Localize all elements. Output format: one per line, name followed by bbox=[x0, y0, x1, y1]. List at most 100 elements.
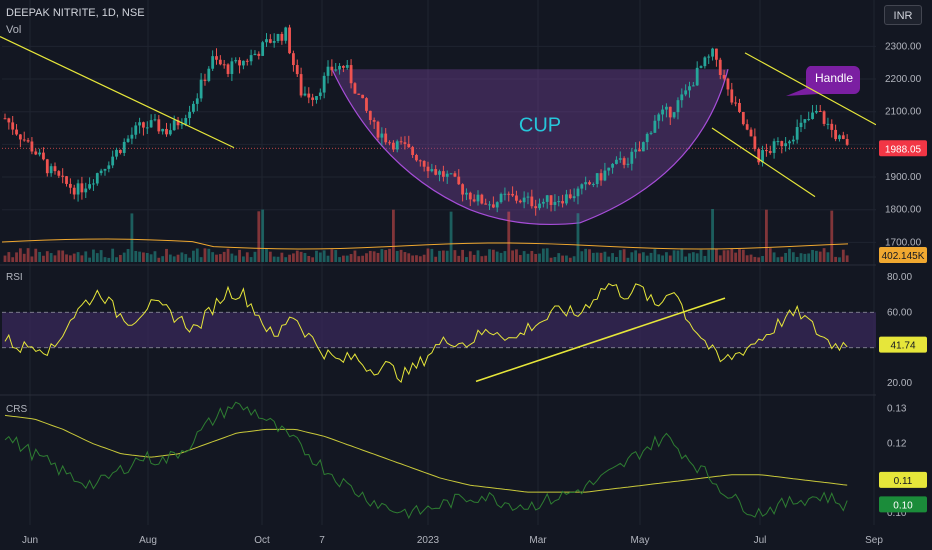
volume-bar bbox=[841, 249, 845, 262]
candle-body bbox=[380, 133, 384, 138]
volume-bar bbox=[741, 249, 745, 262]
volume-bar bbox=[522, 251, 526, 262]
volume-bar bbox=[515, 249, 518, 262]
volume-bar bbox=[122, 252, 126, 262]
volume-bar bbox=[199, 257, 203, 262]
candle-body bbox=[365, 98, 368, 111]
candle-body bbox=[434, 169, 438, 175]
candle-body bbox=[76, 183, 80, 195]
candle-body bbox=[603, 170, 607, 181]
volume-bar bbox=[261, 209, 265, 262]
candle-body bbox=[776, 141, 780, 143]
candle-body bbox=[715, 48, 718, 60]
volume-bar bbox=[68, 255, 72, 262]
candle-body bbox=[103, 168, 107, 171]
volume-bar bbox=[326, 255, 330, 262]
candle-body bbox=[422, 160, 426, 167]
downtrend-line-left bbox=[0, 35, 235, 149]
rsi-tick-label: 80.00 bbox=[887, 272, 912, 283]
volume-bar bbox=[118, 254, 122, 262]
crs-label: CRS bbox=[6, 404, 27, 415]
volume-bar bbox=[726, 250, 730, 262]
volume-bar bbox=[288, 254, 291, 262]
candle-body bbox=[484, 203, 488, 205]
volume-bar bbox=[103, 257, 107, 262]
candle-body bbox=[545, 195, 549, 202]
candle-body bbox=[284, 27, 288, 41]
candle-body bbox=[122, 141, 126, 153]
volume-bar bbox=[161, 256, 165, 262]
volume-bar bbox=[626, 257, 630, 262]
candle-body bbox=[99, 170, 103, 174]
crs-ma-badge-bg bbox=[879, 471, 927, 488]
candle-body bbox=[718, 59, 722, 75]
time-tick-label: Mar bbox=[529, 535, 547, 546]
candle-body bbox=[526, 196, 530, 198]
volume-bar bbox=[699, 249, 703, 262]
rsi-badge-bg bbox=[879, 336, 927, 353]
candle-body bbox=[34, 151, 38, 155]
volume-bar bbox=[518, 255, 522, 262]
candle-body bbox=[588, 182, 591, 185]
volume-bar bbox=[545, 248, 549, 262]
volume-bar bbox=[476, 250, 480, 262]
candle-body bbox=[707, 56, 711, 58]
volume-bar bbox=[403, 252, 407, 262]
volume-bar bbox=[95, 253, 99, 262]
candle-body bbox=[215, 56, 218, 60]
volume-badge-bg bbox=[879, 247, 927, 263]
volume-bar bbox=[280, 252, 284, 262]
volume-bar bbox=[688, 253, 691, 262]
candle-body bbox=[488, 204, 491, 206]
candle-body bbox=[165, 128, 168, 135]
crs-badge-bg bbox=[879, 496, 927, 513]
volume-bar bbox=[595, 252, 599, 262]
volume-bar bbox=[795, 256, 799, 262]
volume-bar bbox=[441, 250, 445, 262]
candle-body bbox=[92, 183, 95, 185]
price-tick-label: 2300.00 bbox=[885, 41, 922, 52]
candle-body bbox=[395, 141, 399, 150]
currency-button[interactable]: INR bbox=[884, 5, 922, 25]
axes: 2300.002200.002100.002000.001900.001800.… bbox=[22, 0, 932, 550]
rsi-label: RSI bbox=[6, 272, 23, 283]
candle-body bbox=[738, 102, 741, 112]
candle-body bbox=[130, 134, 134, 139]
candle-body bbox=[576, 188, 580, 197]
volume-label: Vol bbox=[6, 24, 22, 36]
candle-body bbox=[276, 33, 280, 42]
candle-body bbox=[822, 111, 826, 124]
candle-body bbox=[384, 133, 388, 143]
candle-body bbox=[142, 122, 145, 128]
candle-body bbox=[584, 182, 588, 185]
volume-bar bbox=[107, 257, 111, 262]
candle-body bbox=[180, 124, 184, 126]
volume-bar bbox=[453, 250, 457, 262]
price-tick-label: 2200.00 bbox=[885, 74, 922, 85]
candle-body bbox=[730, 89, 734, 103]
candle-body bbox=[518, 200, 522, 203]
volume-bar bbox=[211, 252, 215, 262]
candle-body bbox=[495, 202, 499, 208]
volume-bar bbox=[134, 250, 138, 262]
candle-body bbox=[107, 165, 111, 169]
candle-body bbox=[272, 41, 276, 43]
volume-bar bbox=[76, 252, 80, 262]
volume-bar bbox=[665, 252, 668, 262]
candle-body bbox=[641, 142, 645, 152]
candle-body bbox=[657, 114, 661, 121]
volume-bar bbox=[307, 255, 311, 262]
volume-bar bbox=[188, 257, 191, 262]
volume-bar bbox=[268, 251, 272, 262]
volume-bar bbox=[530, 250, 534, 262]
candle-body bbox=[441, 171, 445, 177]
candle-body bbox=[26, 140, 30, 142]
candle-body bbox=[807, 118, 811, 120]
volume-bar bbox=[84, 251, 88, 262]
candle-body bbox=[691, 85, 695, 87]
candle-body bbox=[188, 111, 191, 119]
candle-body bbox=[353, 83, 357, 94]
volume-bar bbox=[757, 257, 761, 262]
candle-body bbox=[203, 79, 207, 81]
